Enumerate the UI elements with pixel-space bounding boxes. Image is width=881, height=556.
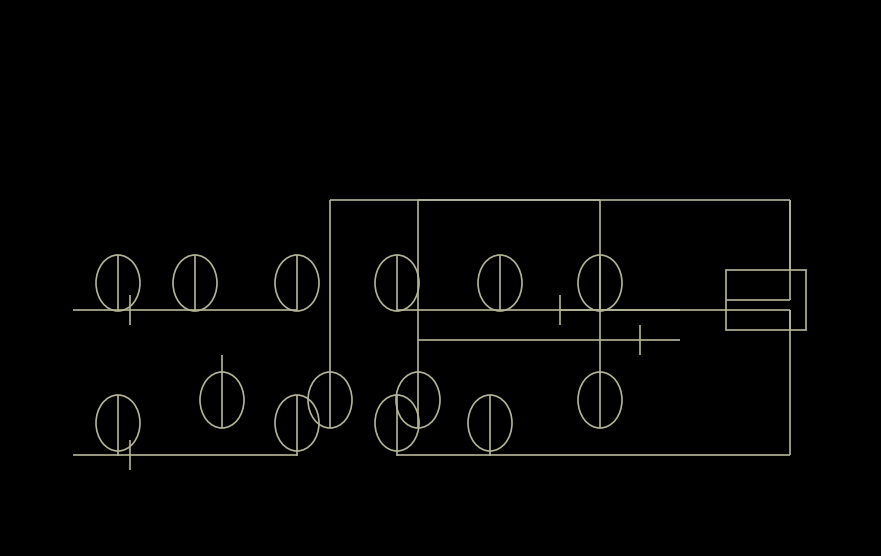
- Bar: [726, 270, 806, 330]
